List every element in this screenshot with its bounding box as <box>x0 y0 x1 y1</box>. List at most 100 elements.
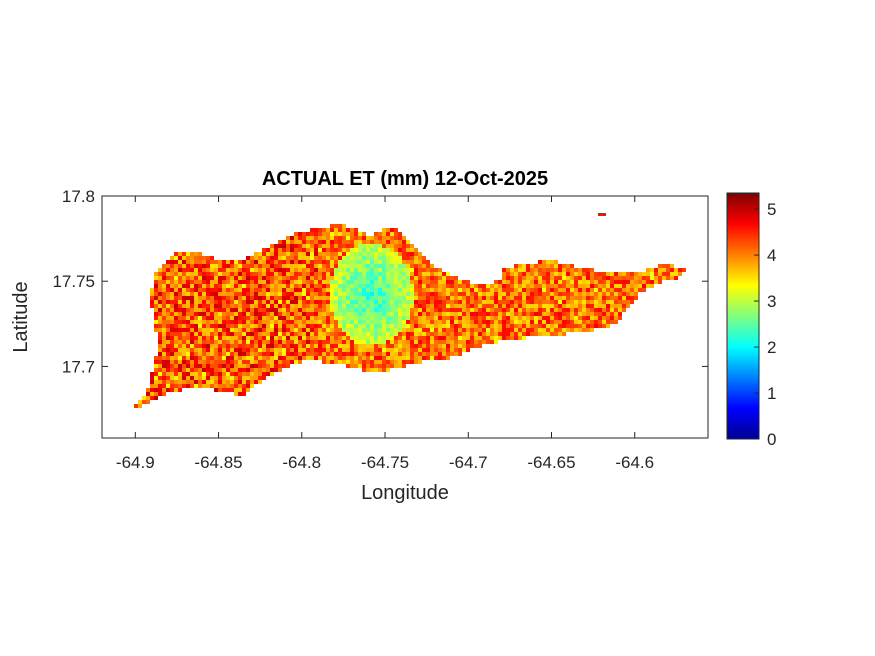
heatmap-cell <box>554 280 558 284</box>
heatmap-cell <box>162 308 166 312</box>
heatmap-cell <box>326 308 330 312</box>
heatmap-cell <box>278 260 282 264</box>
heatmap-cell <box>254 380 258 384</box>
heatmap-cell <box>166 368 170 372</box>
heatmap-cell <box>246 376 250 380</box>
heatmap-cell <box>318 316 322 320</box>
heatmap-cell <box>578 328 582 332</box>
heatmap-cell <box>302 244 306 248</box>
heatmap-cell <box>510 280 514 284</box>
heatmap-cell <box>570 268 574 272</box>
heatmap-cell <box>302 312 306 316</box>
heatmap-cell <box>266 344 270 348</box>
heatmap-cell <box>326 276 330 280</box>
heatmap-cell <box>446 356 450 360</box>
heatmap-cell <box>426 316 430 320</box>
heatmap-cell <box>422 256 426 260</box>
heatmap-cell <box>278 324 282 328</box>
heatmap-cell <box>438 316 442 320</box>
heatmap-cell <box>322 232 326 236</box>
heatmap-cell <box>278 336 282 340</box>
heatmap-cell <box>210 376 214 380</box>
heatmap-cell <box>346 264 350 268</box>
heatmap-cell <box>342 340 346 344</box>
heatmap-cell <box>406 244 410 248</box>
heatmap-cell <box>574 288 578 292</box>
heatmap-cell <box>186 324 190 328</box>
heatmap-cell <box>314 268 318 272</box>
heatmap-cell <box>238 332 242 336</box>
heatmap-cell <box>450 324 454 328</box>
heatmap-cell <box>394 348 398 352</box>
heatmap-cell <box>438 336 442 340</box>
heatmap-cell <box>378 368 382 372</box>
heatmap-cell <box>194 296 198 300</box>
heatmap-cell <box>562 276 566 280</box>
heatmap-cell <box>302 276 306 280</box>
heatmap-cell <box>330 224 334 228</box>
heatmap-cell <box>238 364 242 368</box>
heatmap-cell <box>162 380 166 384</box>
heatmap-cell <box>566 308 570 312</box>
heatmap-cell <box>582 316 586 320</box>
heatmap-cell <box>618 280 622 284</box>
heatmap-cell <box>382 316 386 320</box>
heatmap-cell <box>358 240 362 244</box>
heatmap-cell <box>302 296 306 300</box>
heatmap-cell <box>306 320 310 324</box>
heatmap-cell <box>214 380 218 384</box>
heatmap-cell <box>166 304 170 308</box>
heatmap-cell <box>298 304 302 308</box>
heatmap-cell <box>150 292 154 296</box>
heatmap-cell <box>254 320 258 324</box>
heatmap-cell <box>362 232 366 236</box>
heatmap-cell <box>342 356 346 360</box>
heatmap-cell <box>222 284 226 288</box>
heatmap-cell <box>350 320 354 324</box>
heatmap-cell <box>354 244 358 248</box>
heatmap-cell <box>346 336 350 340</box>
heatmap-cell <box>214 320 218 324</box>
heatmap-cell <box>342 352 346 356</box>
heatmap-cell <box>206 364 210 368</box>
heatmap-cell <box>414 312 418 316</box>
heatmap-cell <box>206 292 210 296</box>
heatmap-cell <box>170 300 174 304</box>
heatmap-cell <box>662 272 666 276</box>
heatmap-cell <box>322 340 326 344</box>
heatmap-cell <box>570 320 574 324</box>
heatmap-cell <box>482 332 486 336</box>
heatmap-cell <box>218 268 222 272</box>
heatmap-cell <box>398 300 402 304</box>
heatmap-cell <box>330 356 334 360</box>
heatmap-cell <box>350 244 354 248</box>
heatmap-cell <box>214 360 218 364</box>
heatmap-cell <box>518 272 522 276</box>
heatmap-cell <box>390 336 394 340</box>
heatmap-cell <box>334 324 338 328</box>
heatmap-cell <box>470 284 474 288</box>
heatmap-cell <box>414 328 418 332</box>
heatmap-cell <box>202 332 206 336</box>
heatmap-cell <box>190 332 194 336</box>
heatmap-cell <box>266 296 270 300</box>
heatmap-cell <box>250 320 254 324</box>
heatmap-cell <box>414 252 418 256</box>
heatmap-cell <box>294 280 298 284</box>
heatmap-cell <box>478 296 482 300</box>
heatmap-cell <box>590 276 594 280</box>
heatmap-cell <box>286 280 290 284</box>
heatmap-cell <box>166 284 170 288</box>
heatmap-cell <box>250 288 254 292</box>
heatmap-cell <box>218 348 222 352</box>
heatmap-cell <box>558 332 562 336</box>
heatmap-cell <box>390 268 394 272</box>
heatmap-cell <box>530 316 534 320</box>
heatmap-cell <box>514 332 518 336</box>
heatmap-cell <box>238 284 242 288</box>
heatmap-cell <box>378 276 382 280</box>
heatmap-cell <box>458 336 462 340</box>
heatmap-cell <box>526 292 530 296</box>
heatmap-cell <box>626 296 630 300</box>
